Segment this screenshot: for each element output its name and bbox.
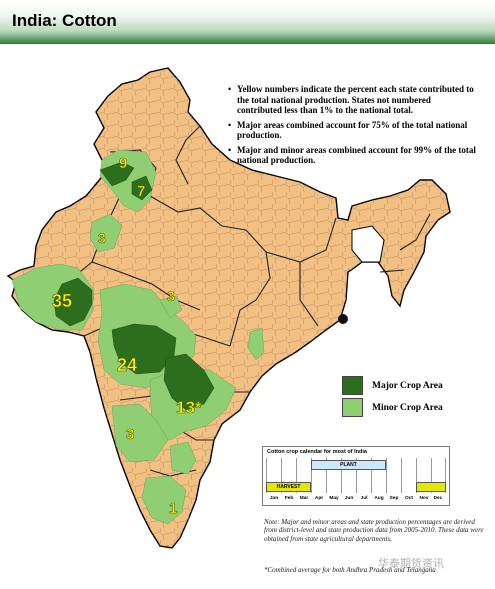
header-bar: India: Cotton (0, 0, 495, 44)
percent-label-haryana: 7 (137, 183, 145, 200)
percent-label-madhya-pradesh: 3 (167, 288, 175, 304)
month-label: Mar (299, 496, 309, 501)
month-label: Jan (269, 496, 279, 501)
percent-label-tamil-nadu: 1 (169, 500, 177, 517)
percent-label-punjab: 9 (119, 155, 127, 172)
notes-list: Yellow numbers indicate the percent each… (228, 84, 478, 170)
calendar-title: Cotton crop calendar for most of India (267, 449, 367, 455)
india-map: 9 7 3 3 35 24 13* 3 1 (6, 67, 451, 549)
month-label: Jul (360, 496, 368, 501)
note-item: Major and minor areas combined account f… (228, 145, 478, 166)
month-label: Apr (314, 496, 324, 501)
percent-label-gujarat: 35 (52, 291, 72, 311)
percent-label-maharashtra: 24 (117, 355, 137, 375)
month-label: May (329, 496, 339, 501)
legend-minor-swatch (342, 398, 363, 417)
legend-major: Major Crop Area (342, 376, 443, 395)
note-item: Yellow numbers indicate the percent each… (228, 84, 478, 116)
calendar-grid: PLANT HARVEST Jan Feb Mar Apr May Jun Ju… (266, 458, 446, 501)
legend-minor-label: Minor Crop Area (372, 402, 443, 413)
state-percent-labels: 9 7 3 3 35 24 13* 3 1 (52, 155, 203, 518)
percent-label-karnataka: 3 (126, 426, 134, 443)
month-label: Aug (374, 496, 384, 501)
month-label: Oct (405, 496, 413, 501)
harvest-bar-late (416, 482, 446, 492)
watermark: 华泰期货资讯 (378, 557, 444, 570)
note-item: Major areas combined account for 75% of … (228, 120, 478, 141)
month-label: Sep (389, 496, 399, 501)
month-label: Feb (284, 496, 294, 501)
legend-major-label: Major Crop Area (372, 380, 443, 391)
page-title: India: Cotton (12, 11, 117, 30)
crop-calendar: Cotton crop calendar for most of India P… (262, 446, 450, 506)
footnote: *Combined average for both Andhra Prades… (264, 566, 436, 574)
percent-label-andhra-telangana: 13* (176, 398, 202, 417)
bangladesh-gap (351, 225, 385, 263)
island-mark (338, 314, 348, 324)
source-note: Note: Major and minor areas and state pr… (264, 518, 484, 543)
month-label: Nov (419, 496, 429, 501)
month-label: Dec (433, 496, 443, 501)
harvest-bar-early: HARVEST (266, 482, 311, 492)
plant-bar: PLANT (311, 460, 386, 470)
percent-label-rajasthan: 3 (98, 230, 106, 246)
legend-major-swatch (342, 376, 363, 395)
month-label: Jun (344, 496, 354, 501)
legend-minor: Minor Crop Area (342, 398, 443, 417)
major-crop-areas (53, 161, 215, 411)
